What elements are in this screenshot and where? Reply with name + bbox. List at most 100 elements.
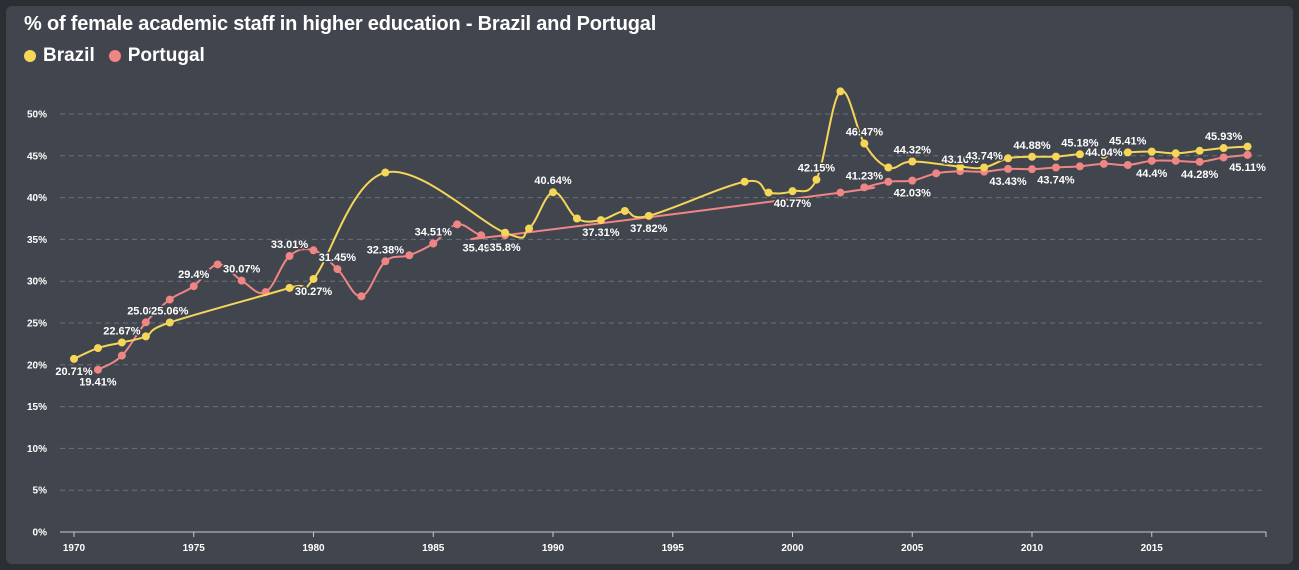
data-point-brazil (117, 338, 126, 347)
data-label-portugal: 32.38% (367, 244, 405, 256)
data-label-brazil: 37.82% (630, 223, 668, 235)
y-tick-label: 5% (33, 486, 48, 497)
data-label-portugal: 44.4% (1136, 168, 1167, 180)
y-tick-label: 35% (27, 235, 47, 246)
y-tick-label: 10% (27, 444, 47, 455)
data-point-portugal (860, 183, 869, 192)
data-point-portugal (908, 176, 917, 185)
x-tick-label: 1970 (63, 543, 86, 554)
data-label-portugal: 45.11% (1229, 162, 1266, 174)
y-tick-label: 0% (33, 528, 48, 539)
data-point-portugal (932, 169, 941, 178)
legend-label-portugal: Portugal (127, 45, 205, 66)
legend-label-brazil: Brazil (43, 45, 95, 66)
data-point-brazil (836, 87, 845, 96)
data-label-portugal: 19.41% (79, 377, 117, 389)
data-point-portugal (429, 239, 438, 248)
data-point-brazil (381, 168, 390, 177)
data-point-brazil (1004, 154, 1013, 163)
legend-item-brazil[interactable]: Brazil (24, 45, 95, 67)
data-point-portugal (213, 260, 222, 269)
data-point-portugal (93, 365, 102, 374)
data-point-brazil (764, 188, 773, 197)
data-label-portugal: 43.74% (1037, 175, 1075, 187)
chart-legend: Brazil Portugal (24, 45, 205, 67)
data-point-portugal (1075, 162, 1084, 171)
x-tick-label: 1985 (422, 543, 445, 554)
data-point-brazil (740, 177, 749, 186)
data-label-brazil: 44.88% (1013, 140, 1051, 152)
y-tick-label: 40% (27, 193, 47, 204)
data-label-portugal: 35.8% (489, 242, 520, 254)
data-label-brazil: 45.18% (1061, 137, 1099, 149)
y-tick-label: 50% (27, 110, 47, 121)
x-tick-label: 2010 (1021, 543, 1044, 554)
data-point-brazil (788, 187, 797, 196)
data-label-portugal: 44.28% (1181, 169, 1219, 181)
data-point-brazil (980, 163, 989, 172)
data-point-portugal (357, 292, 366, 301)
data-label-brazil: 44.32% (894, 144, 932, 156)
data-label-brazil: 22.67% (103, 325, 141, 337)
x-tick-label: 1990 (542, 543, 565, 554)
data-point-brazil (860, 139, 869, 148)
data-point-brazil (501, 228, 510, 237)
x-tick-label: 2000 (781, 543, 804, 554)
data-label-brazil: 40.77% (774, 198, 812, 210)
data-point-brazil (93, 344, 102, 353)
data-point-portugal (1219, 153, 1228, 162)
data-label-portugal: 25.08% (127, 305, 165, 317)
x-tick-label: 2005 (901, 543, 924, 554)
data-point-brazil (812, 175, 821, 184)
data-label-portugal: 41.23% (846, 170, 884, 182)
data-point-portugal (1171, 156, 1180, 165)
series-line-portugal (97, 153, 1248, 371)
data-point-portugal (1051, 163, 1060, 172)
data-point-portugal (1028, 165, 1036, 174)
x-tick-label: 1975 (183, 543, 206, 554)
data-point-portugal (309, 246, 318, 255)
chart-title: % of female academic staff in higher edu… (24, 13, 657, 35)
data-point-brazil (908, 157, 917, 166)
data-label-brazil: 37.31% (582, 227, 620, 239)
data-point-brazil (572, 214, 581, 223)
data-label-brazil: 40.64% (534, 175, 572, 187)
data-point-portugal (381, 257, 390, 266)
data-label-brazil: 43.74% (965, 151, 1003, 163)
data-point-brazil (165, 318, 174, 327)
x-tick-label: 2015 (1141, 543, 1164, 554)
data-point-portugal (884, 177, 893, 186)
data-point-brazil (596, 216, 605, 225)
data-point-portugal (1243, 150, 1252, 159)
data-point-brazil (70, 354, 78, 363)
x-tick-label: 1995 (662, 543, 685, 554)
data-point-portugal (117, 351, 126, 360)
data-point-brazil (956, 162, 965, 171)
data-label-brazil: 20.71% (55, 366, 93, 378)
data-label-brazil: 30.27% (295, 286, 333, 298)
data-point-portugal (477, 231, 486, 240)
data-point-brazil (644, 211, 653, 220)
data-point-portugal (1147, 156, 1156, 165)
data-label-portugal: 35.49% (462, 242, 500, 254)
legend-dot-portugal (108, 50, 121, 62)
data-point-brazil (1195, 146, 1204, 155)
data-point-brazil (620, 206, 629, 215)
data-label-brazil: 25.06% (151, 305, 189, 317)
data-point-brazil (1147, 147, 1156, 156)
data-point-portugal (1195, 157, 1204, 166)
data-point-portugal (453, 220, 462, 229)
data-label-portugal: 43.43% (989, 176, 1027, 188)
data-point-brazil (1219, 144, 1228, 153)
y-tick-label: 45% (27, 151, 47, 162)
data-label-portugal: 29.4% (178, 269, 209, 281)
legend-item-portugal[interactable]: Portugal (108, 45, 205, 67)
data-point-brazil (309, 274, 318, 283)
data-point-portugal (237, 276, 246, 285)
data-label-brazil: 42.15% (798, 163, 836, 175)
data-label-portugal: 33.01% (271, 239, 309, 251)
data-point-portugal (165, 295, 174, 304)
data-point-portugal (189, 282, 198, 291)
data-point-brazil (1099, 150, 1108, 159)
